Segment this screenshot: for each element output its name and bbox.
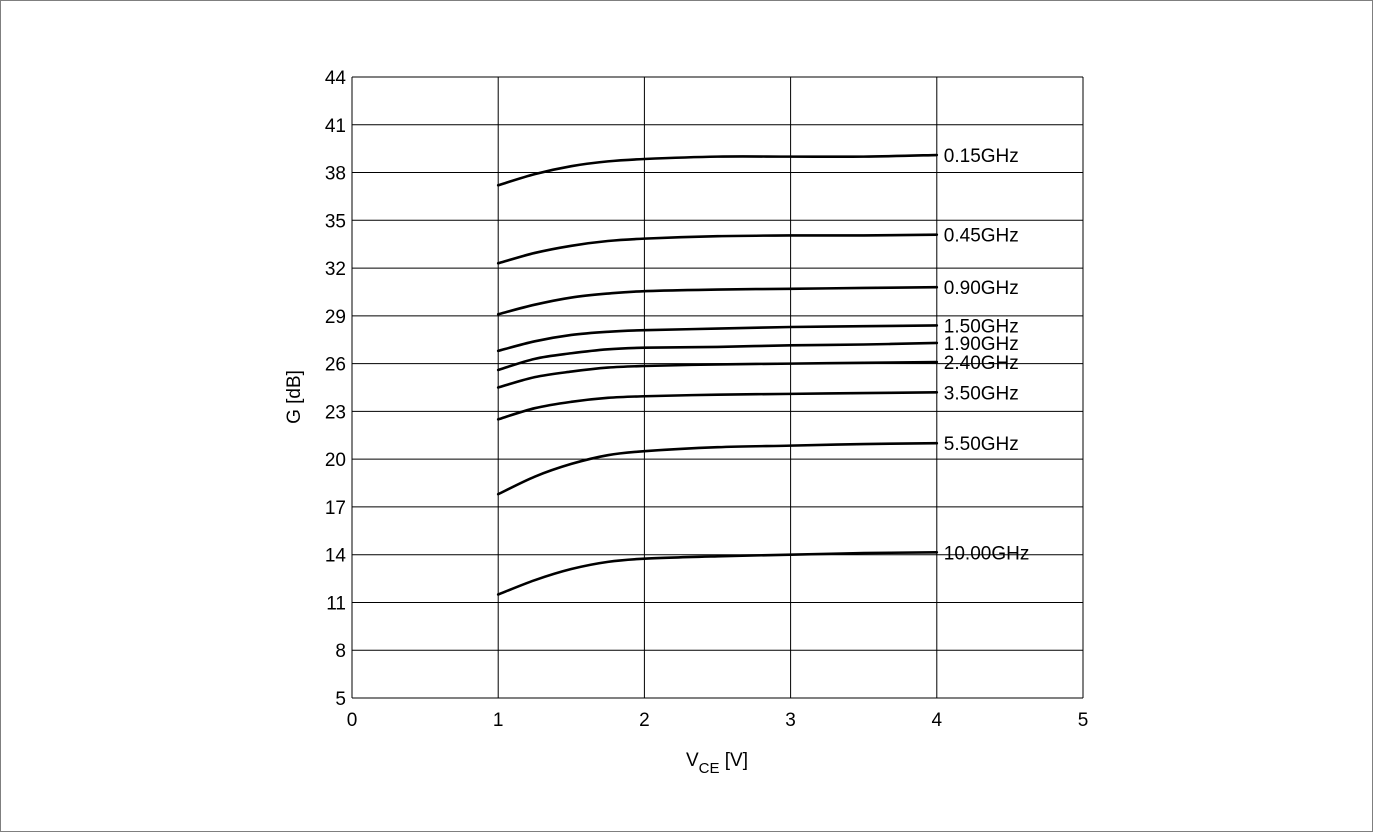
- x-tick-label-5: 5: [1078, 710, 1089, 731]
- y-tick-labels: 5 8 11 14 17 20 23 26 29 32 35 38 41 44: [325, 68, 347, 710]
- y-tick-label-0: 5: [335, 689, 346, 710]
- series-line-3: [496, 324, 939, 353]
- series-line-1: [496, 233, 939, 265]
- y-tick-label-5: 20: [325, 450, 346, 471]
- series-curves: [496, 153, 939, 596]
- x-tick-label-1: 1: [493, 710, 504, 731]
- series-label-2: 0.90GHz: [944, 278, 1019, 299]
- x-tick-label-2: 2: [639, 710, 650, 731]
- y-tick-label-10: 35: [325, 211, 346, 232]
- y-tick-label-8: 29: [325, 307, 346, 328]
- series-line-0: [496, 153, 939, 187]
- y-tick-label-12: 41: [325, 116, 346, 137]
- series-line-8: [496, 551, 939, 596]
- y-tick-label-2: 11: [326, 593, 346, 614]
- y-axis-label: G [dB]: [284, 370, 305, 424]
- y-tick-label-6: 23: [325, 402, 346, 423]
- y-tick-label-11: 38: [325, 164, 346, 185]
- x-tick-label-3: 3: [785, 710, 796, 731]
- series-line-2: [496, 285, 939, 316]
- series-line-6: [496, 390, 939, 421]
- y-tick-label-3: 14: [325, 546, 347, 567]
- x-axis-label: VCE [V]: [686, 750, 748, 777]
- x-tick-label-4: 4: [932, 710, 943, 731]
- x-tick-labels: 0 1 2 3 4 5: [347, 710, 1089, 731]
- y-tick-label-13: 44: [325, 68, 347, 89]
- y-tick-label-4: 17: [325, 498, 346, 519]
- x-axis-label-main: V: [686, 750, 699, 771]
- grid-lines: [351, 76, 1084, 699]
- series-label-5: 2.40GHz: [944, 353, 1019, 374]
- series-label-6: 3.50GHz: [944, 383, 1019, 404]
- series-label-0: 0.15GHz: [944, 146, 1019, 167]
- x-axis-label-unit: [V]: [720, 750, 749, 771]
- series-line-4: [496, 341, 939, 372]
- series-line-7: [496, 441, 939, 496]
- series-label-4: 1.90GHz: [944, 334, 1019, 355]
- y-tick-label-9: 32: [325, 259, 346, 280]
- series-label-7: 5.50GHz: [944, 434, 1019, 455]
- series-label-3: 1.50GHz: [944, 316, 1019, 337]
- x-axis-label-sub: CE: [699, 760, 720, 777]
- series-labels: 0.15GHz 0.45GHz 0.90GHz 1.50GHz1.90GHz2.40G…: [944, 146, 1030, 564]
- series-label-8: 10.00GHz: [944, 543, 1030, 564]
- y-tick-label-1: 8: [335, 641, 346, 662]
- y-tick-label-7: 26: [325, 355, 346, 376]
- series-line-5: [496, 360, 939, 389]
- series-label-1: 0.45GHz: [944, 226, 1019, 247]
- x-tick-label-0: 0: [347, 710, 358, 731]
